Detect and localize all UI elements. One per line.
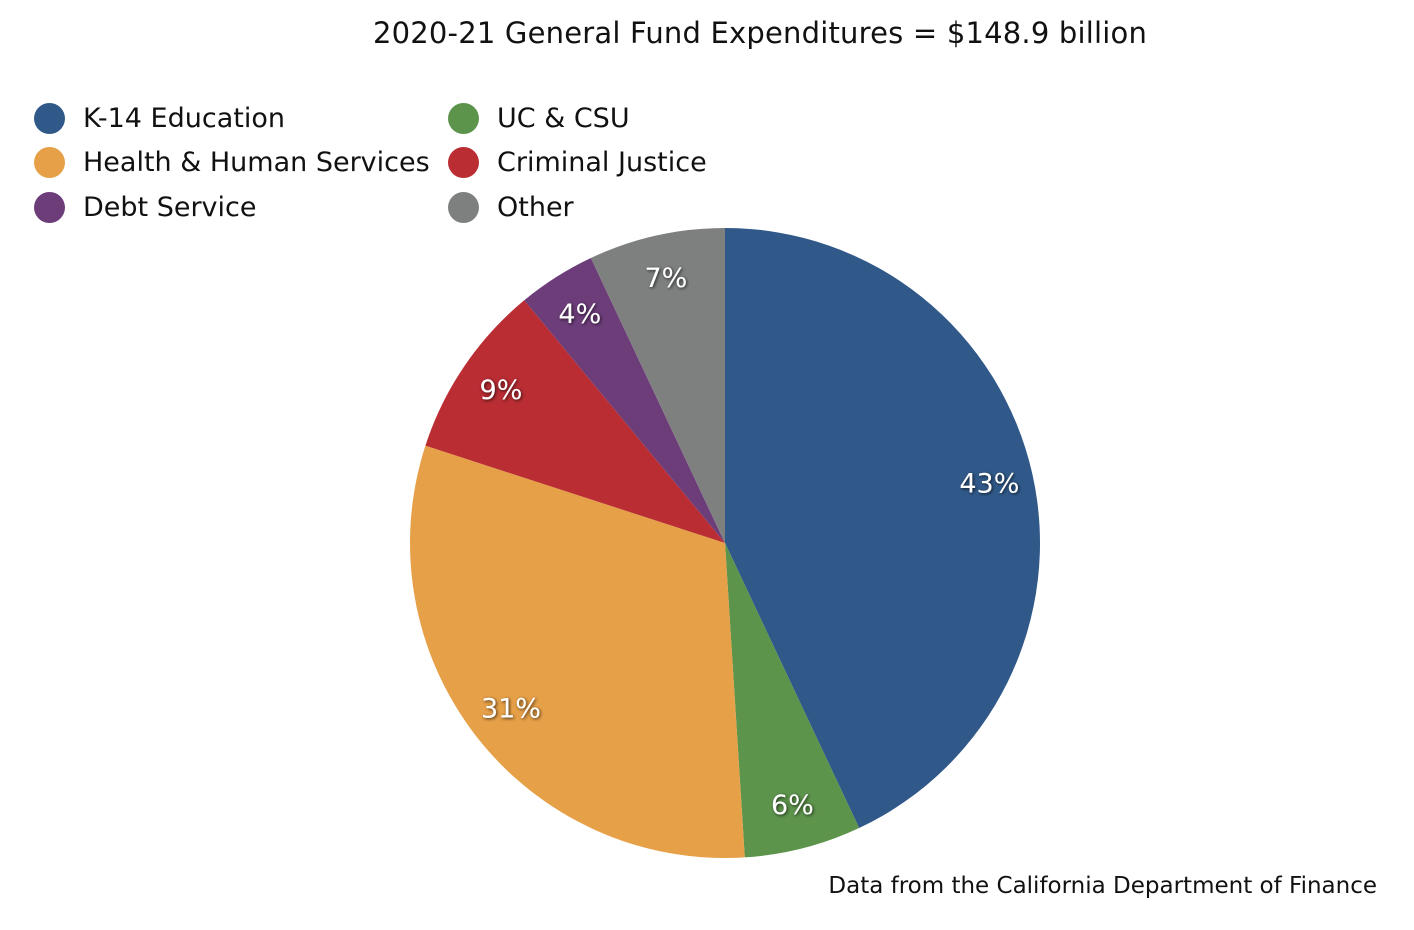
legend-label-k14-education: K-14 Education [83,102,285,134]
pie-slices [410,228,1040,859]
chart-title: 2020-21 General Fund Expenditures = $148… [372,16,1148,50]
legend-item-other: Other [448,185,748,230]
legend-swatch-health-human-services [34,147,65,179]
pie-slice-other [590,228,725,543]
legend-label-debt-service: Debt Service [83,191,257,223]
legend-label-uc-csu: UC & CSU [497,102,630,134]
pie-slice-k-14-education [725,228,1040,829]
chart-legend: K-14 Education UC & CSU Health & Human S… [34,96,748,230]
legend-label-other: Other [497,191,574,223]
data-label-health-human-services: 31% [481,694,541,725]
source-note: Data from the California Department of F… [828,873,1377,899]
legend-swatch-criminal-justice [448,147,479,179]
data-label-criminal-justice: 9% [480,375,523,406]
legend-label-health-human-services: Health & Human Services [83,147,430,179]
legend-item-uc-csu: UC & CSU [448,96,748,141]
pie-slice-criminal-justice [425,300,725,543]
data-label-other: 7% [644,263,687,294]
legend-swatch-debt-service [34,191,65,223]
pie-slice-debt-service [524,257,725,543]
legend-item-debt-service: Debt Service [34,185,448,230]
data-label-k-14-education: 43% [959,468,1019,499]
pie-data-labels: 43% 6% 31% 9% 4% 7% [480,263,1020,821]
data-label-debt-service: 4% [558,299,601,330]
legend-swatch-other [448,191,479,223]
legend-swatch-uc-csu [448,102,479,134]
data-label-uc-csu: 6% [771,790,814,821]
legend-item-health-human-services: Health & Human Services [34,141,448,186]
pie-slice-health-human-services [410,445,745,859]
pie-slice-uc-csu [725,543,860,858]
legend-swatch-k14-education [34,102,65,134]
legend-item-k14-education: K-14 Education [34,96,448,141]
legend-item-criminal-justice: Criminal Justice [448,141,748,186]
legend-label-criminal-justice: Criminal Justice [497,147,707,179]
